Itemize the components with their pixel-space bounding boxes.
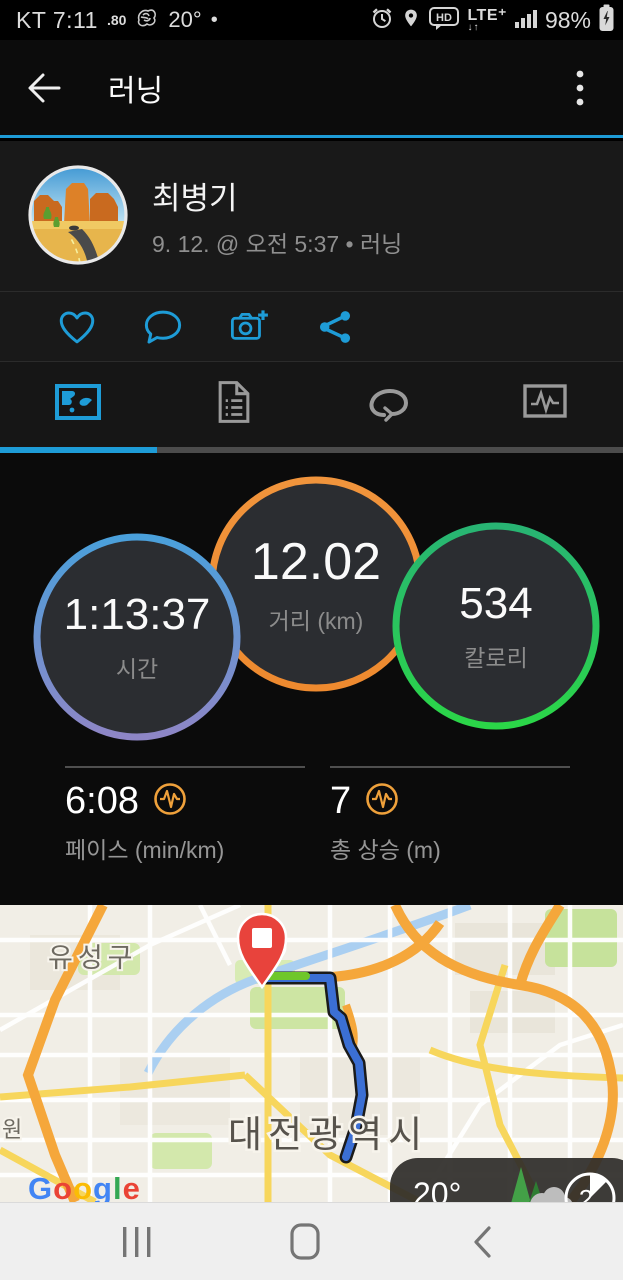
dust-index: .80 [106, 12, 127, 28]
divider [0, 361, 623, 362]
battery-percent: 98% [544, 6, 591, 33]
weather-pill[interactable]: 20° 2 [390, 1158, 623, 1202]
edge-label: 원 [2, 1117, 22, 1142]
svg-text:HD: HD [437, 12, 453, 24]
tab-bar [0, 362, 623, 447]
time-ring [33, 533, 241, 741]
recents-icon[interactable] [114, 1219, 160, 1265]
tab-laps[interactable] [312, 362, 468, 447]
time-value: 1:13:37 [63, 590, 211, 639]
tab-active-indicator [0, 447, 157, 453]
location-icon [401, 6, 421, 35]
google-logo: Google [28, 1171, 141, 1202]
trees-cloud-icon [511, 1167, 573, 1202]
user-name[interactable]: 최병기 [152, 181, 238, 216]
laps-tab-icon [366, 382, 412, 427]
calories-value: 534 [459, 579, 533, 628]
pace-graph-icon [153, 782, 187, 821]
distance-value: 12.02 [250, 533, 382, 591]
lte-plus: LTE⁺ ↓↑ [467, 6, 507, 33]
elevation-graph-icon [365, 782, 399, 821]
avatar[interactable] [28, 165, 128, 265]
time-label: 시간 [115, 656, 159, 682]
elevation-stat: 7 총 상승 (m) [330, 766, 570, 865]
profile-section: 최병기 9. 12. @ 오전 5:37 • 러닝 [0, 141, 623, 291]
carrier-time: KT 7:11 [16, 6, 98, 33]
battery-icon [598, 4, 615, 37]
elevation-value: 7 [330, 780, 352, 822]
home-icon[interactable] [282, 1219, 328, 1265]
share-icon[interactable] [313, 305, 357, 349]
park-area [250, 987, 345, 1029]
tab-charts[interactable] [467, 362, 623, 447]
calories-stat: 534 칼로리 [391, 521, 601, 731]
character-emoji-icon [135, 6, 159, 35]
map-tab-icon [54, 383, 102, 426]
tab-stats[interactable] [156, 362, 312, 447]
calories-label: 칼로리 [464, 645, 528, 671]
finish-pin [236, 912, 288, 990]
overflow-menu-icon[interactable] [565, 70, 595, 106]
route-map[interactable]: 유성구 대전광역시 원 20° 2 [0, 905, 623, 1202]
camera-add-icon[interactable] [227, 305, 271, 349]
svg-text:2: 2 [579, 1184, 593, 1202]
page-title: 러닝 [108, 74, 164, 108]
activity-route [259, 971, 369, 1164]
status-temperature: 20° [168, 7, 202, 32]
app-bar: 러닝 [0, 40, 623, 138]
heart-icon[interactable] [55, 305, 99, 349]
stats-section: 12.02 거리 (km) 1:13:37 시간 534 칼로리 6:08 페이 [0, 453, 623, 905]
pace-value: 6:08 [65, 780, 139, 822]
tab-track [0, 447, 623, 453]
data-arrows: ↓↑ [467, 21, 480, 33]
system-navbar [0, 1202, 623, 1280]
action-row [0, 292, 623, 361]
back-icon[interactable] [460, 1219, 506, 1265]
hd-badge-icon: HD [428, 5, 460, 36]
district-label: 유성구 [48, 943, 138, 973]
activity-meta: 9. 12. @ 오전 5:37 • 러닝 [152, 231, 403, 257]
distance-label: 거리 (km) [268, 608, 364, 634]
elevation-label: 총 상승 (m) [330, 837, 441, 863]
city-label: 대전광역시 [228, 1114, 428, 1155]
status-bar: KT 7:11 .80 20° • [0, 0, 623, 40]
divider [0, 291, 623, 292]
photo-count-badge[interactable]: 2 [564, 1172, 616, 1202]
pace-stat: 6:08 페이스 (min/km) [65, 766, 305, 865]
stats-list-tab-icon [216, 379, 252, 430]
distance-stat: 12.02 거리 (km) [207, 475, 425, 693]
map-temperature: 20° [413, 1176, 461, 1202]
alarm-icon [370, 6, 394, 35]
highways [22, 905, 618, 1202]
signal-bars-icon [514, 7, 538, 34]
back-arrow-icon[interactable] [26, 70, 62, 106]
time-stat: 1:13:37 시간 [32, 532, 242, 742]
pace-label: 페이스 (min/km) [65, 837, 225, 863]
tab-map[interactable] [0, 362, 156, 447]
comment-icon[interactable] [141, 305, 185, 349]
notification-dot: • [210, 8, 218, 31]
calories-ring [392, 522, 600, 730]
charts-tab-icon [522, 383, 568, 426]
